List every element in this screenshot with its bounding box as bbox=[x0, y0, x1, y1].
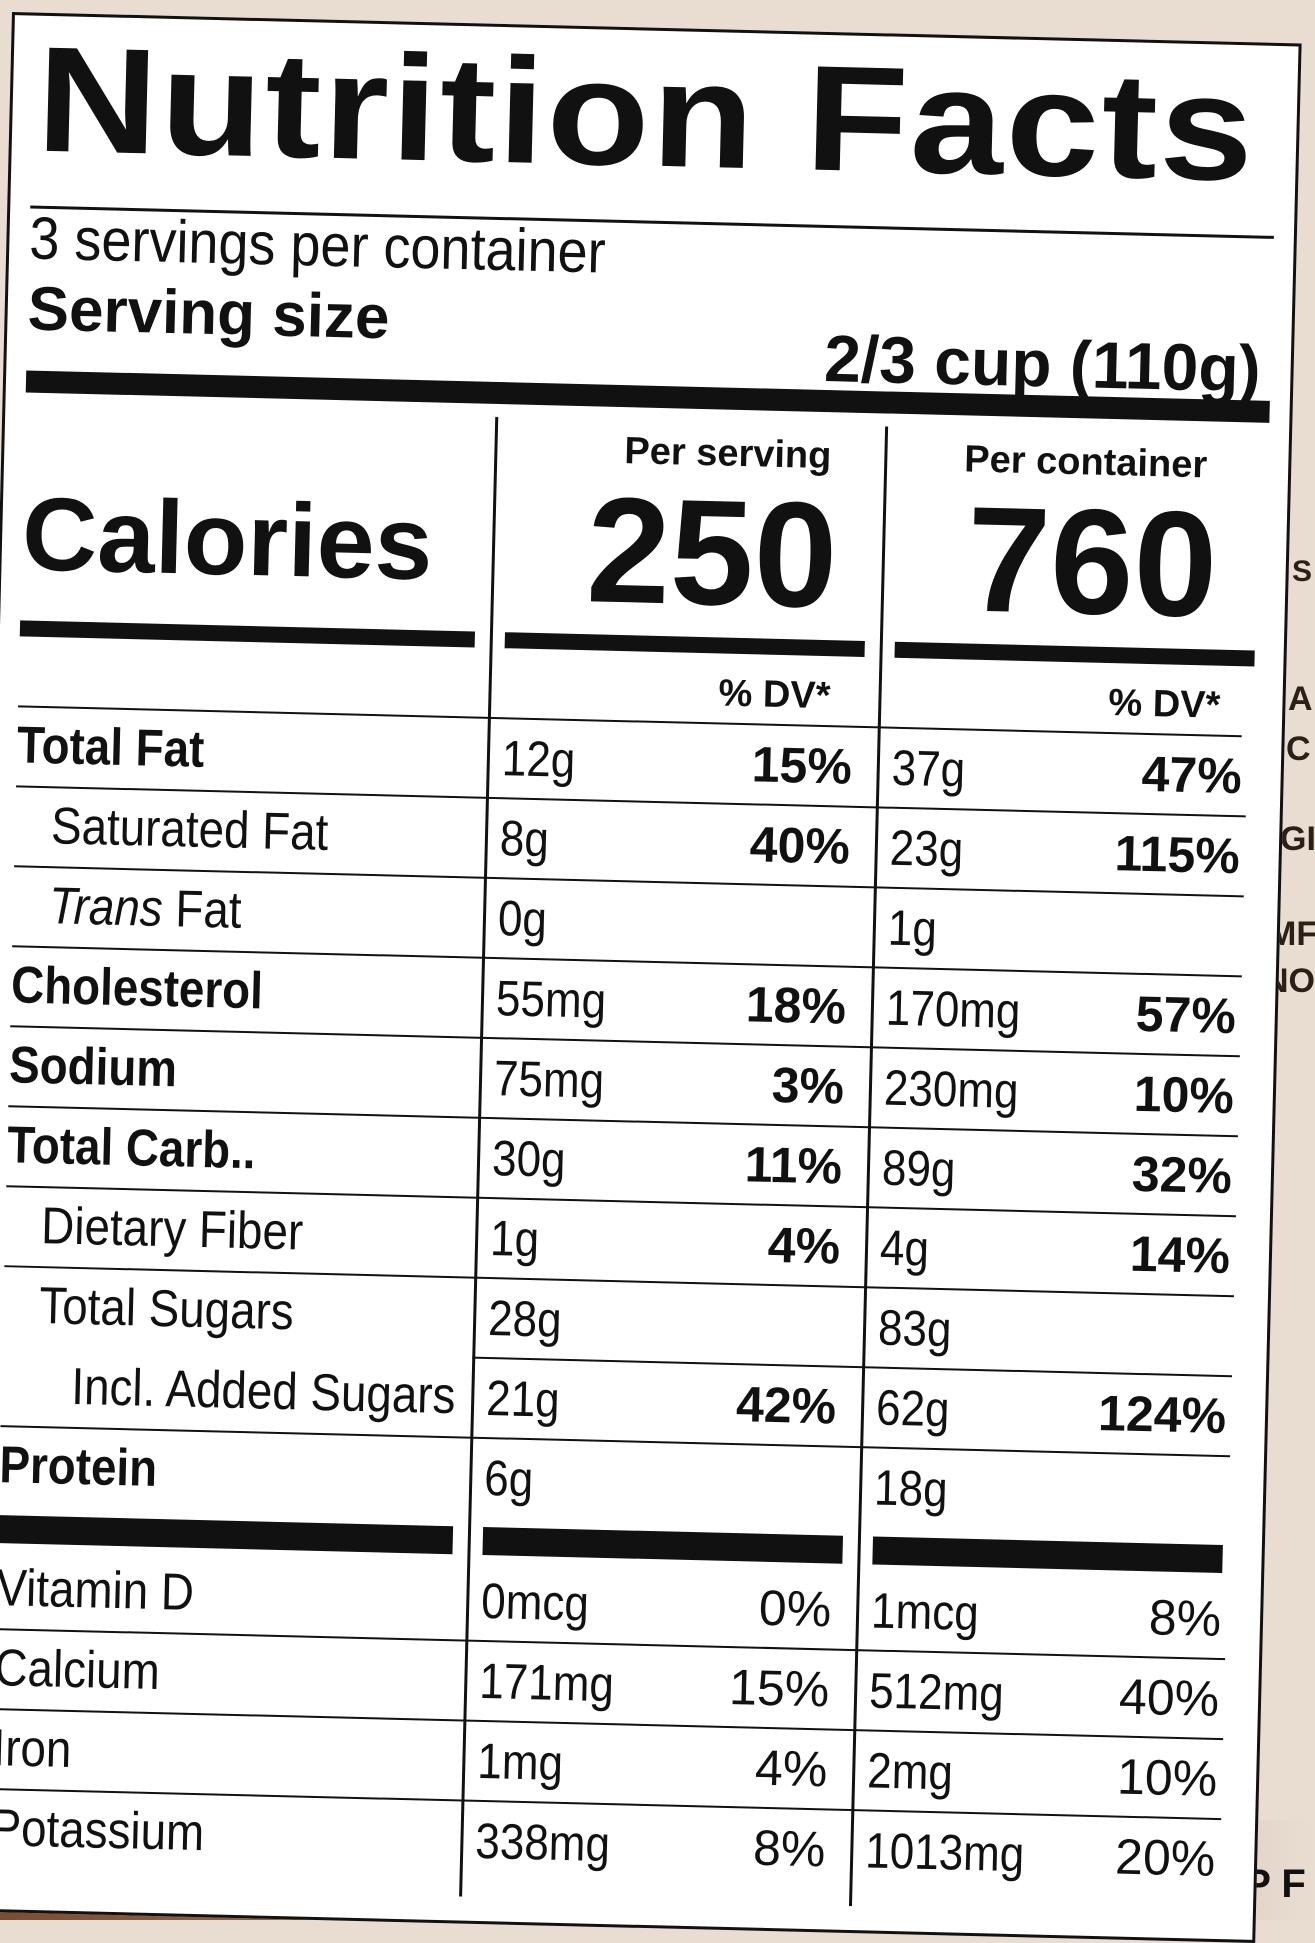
serving-amount: 6g bbox=[483, 1449, 534, 1508]
container-dv: 57% bbox=[1135, 985, 1237, 1045]
vitamin-name: Iron bbox=[0, 1719, 73, 1779]
container-dv: 47% bbox=[1140, 745, 1243, 805]
nutrient-name: Sodium bbox=[8, 1036, 178, 1099]
calories-label: Calories bbox=[20, 476, 434, 603]
container-amount: 18g bbox=[873, 1459, 949, 1518]
container-dv: 8% bbox=[1148, 1589, 1222, 1648]
serving-dv: 15% bbox=[728, 1659, 830, 1718]
serving-dv: 3% bbox=[771, 1056, 845, 1115]
container-dv: 20% bbox=[1114, 1828, 1216, 1887]
serving-amount: 21g bbox=[485, 1370, 561, 1428]
serving-amount: 1g bbox=[489, 1210, 540, 1268]
container-dv: 10% bbox=[1133, 1065, 1235, 1125]
label-title: Nutrition Facts bbox=[34, 14, 1258, 213]
container-amount: 1g bbox=[887, 899, 938, 957]
nutrient-name: Total Carb.. bbox=[6, 1116, 257, 1181]
servings-per-container: 3 servings per container bbox=[28, 204, 607, 286]
container-amount: 170mg bbox=[885, 979, 1022, 1039]
side-fragment: A bbox=[1288, 680, 1313, 718]
serving-amount: 12g bbox=[501, 730, 577, 788]
container-dv: 40% bbox=[1118, 1668, 1220, 1727]
serving-dv: 0% bbox=[758, 1579, 832, 1638]
container-amount: 512mg bbox=[868, 1662, 1005, 1722]
serving-amount: 338mg bbox=[474, 1812, 611, 1873]
serving-amount: 0g bbox=[497, 890, 548, 948]
container-amount: 4g bbox=[879, 1219, 930, 1277]
serving-dv: 8% bbox=[752, 1819, 827, 1878]
container-amount: 37g bbox=[891, 739, 966, 798]
nutrient-name: Protein bbox=[0, 1436, 158, 1498]
calories-per-container: 760 bbox=[964, 474, 1220, 649]
container-amount: 1mcg bbox=[870, 1582, 980, 1642]
nutrient-name: Trans Fat bbox=[48, 876, 242, 941]
nutrient-name: Total Sugars bbox=[38, 1277, 295, 1342]
thick-divider bbox=[482, 1526, 844, 1564]
side-fragment: GI bbox=[1280, 820, 1315, 858]
container-amount: 83g bbox=[877, 1299, 953, 1358]
serving-amount: 171mg bbox=[478, 1652, 615, 1713]
vitamin-name: Vitamin D bbox=[0, 1559, 195, 1622]
serving-dv: 40% bbox=[749, 816, 851, 875]
nutrient-name: Cholesterol bbox=[10, 956, 264, 1021]
container-amount: 230mg bbox=[883, 1059, 1020, 1119]
dv-header-serving: % DV* bbox=[718, 672, 831, 718]
calories-per-serving: 250 bbox=[584, 465, 840, 640]
thick-divider bbox=[19, 620, 476, 648]
container-amount: 89g bbox=[881, 1139, 957, 1198]
vitamin-name: Calcium bbox=[0, 1639, 161, 1702]
container-amount: 2mg bbox=[866, 1742, 954, 1801]
container-dv: 10% bbox=[1116, 1748, 1218, 1807]
serving-amount: 30g bbox=[491, 1130, 567, 1188]
serving-amount: 0mcg bbox=[480, 1572, 590, 1632]
nutrition-label: Nutrition Facts 3 servings per container… bbox=[0, 12, 1302, 1943]
serving-amount: 55mg bbox=[495, 970, 607, 1029]
container-dv: 32% bbox=[1131, 1145, 1233, 1205]
nutrient-name: Total Fat bbox=[16, 716, 206, 779]
nutrient-name: Saturated Fat bbox=[50, 797, 330, 862]
serving-dv: 42% bbox=[735, 1376, 837, 1435]
serving-dv: 18% bbox=[745, 976, 847, 1035]
serving-amount: 28g bbox=[487, 1290, 563, 1348]
serving-dv: 4% bbox=[767, 1216, 841, 1275]
nutrient-name: Dietary Fiber bbox=[40, 1197, 304, 1262]
container-dv: 124% bbox=[1097, 1384, 1227, 1445]
container-amount: 1013mg bbox=[864, 1822, 1025, 1883]
dv-header-container: % DV* bbox=[1107, 682, 1221, 727]
serving-dv: 11% bbox=[744, 1136, 843, 1195]
nutrient-name-italic: Trans bbox=[48, 877, 164, 938]
serving-dv: 4% bbox=[754, 1739, 828, 1798]
serving-amount: 75mg bbox=[493, 1050, 605, 1109]
thick-divider bbox=[872, 1536, 1223, 1574]
thick-divider bbox=[0, 1515, 454, 1555]
side-fragment: S bbox=[1292, 555, 1313, 588]
container-amount: 23g bbox=[889, 819, 964, 878]
nutrient-name: Incl. Added Sugars bbox=[70, 1357, 457, 1426]
container-amount: 62g bbox=[875, 1379, 951, 1438]
nutrient-name-rest: Fat bbox=[161, 879, 243, 940]
serving-dv: 15% bbox=[751, 736, 853, 795]
side-fragment: C bbox=[1286, 730, 1311, 768]
serving-size-label: Serving size bbox=[26, 274, 391, 353]
container-dv: 14% bbox=[1129, 1225, 1231, 1285]
serving-amount: 8g bbox=[499, 810, 550, 868]
serving-amount: 1mg bbox=[476, 1732, 564, 1791]
vitamin-name: Potassium bbox=[0, 1799, 205, 1863]
container-dv: 115% bbox=[1113, 825, 1241, 885]
